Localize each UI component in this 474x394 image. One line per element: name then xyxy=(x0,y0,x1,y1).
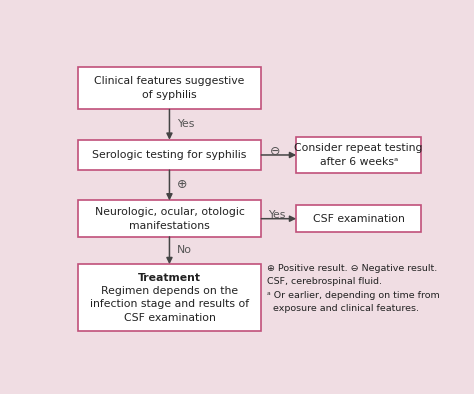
FancyBboxPatch shape xyxy=(296,137,421,173)
Text: Yes: Yes xyxy=(177,119,194,129)
FancyBboxPatch shape xyxy=(78,201,261,237)
FancyBboxPatch shape xyxy=(78,140,261,170)
Text: Regimen depends on the: Regimen depends on the xyxy=(101,286,238,296)
FancyBboxPatch shape xyxy=(78,264,261,331)
Text: Serologic testing for syphilis: Serologic testing for syphilis xyxy=(92,150,246,160)
Text: ⊖: ⊖ xyxy=(270,145,280,158)
Text: Clinical features suggestive
of syphilis: Clinical features suggestive of syphilis xyxy=(94,76,245,100)
Text: infection stage and results of: infection stage and results of xyxy=(90,299,249,309)
Text: Consider repeat testing
after 6 weeksᵃ: Consider repeat testing after 6 weeksᵃ xyxy=(294,143,423,167)
FancyBboxPatch shape xyxy=(78,67,261,110)
Text: CSF examination: CSF examination xyxy=(313,214,405,224)
Text: Yes: Yes xyxy=(268,210,285,220)
Text: Treatment: Treatment xyxy=(138,273,201,282)
FancyBboxPatch shape xyxy=(296,205,421,232)
Text: No: No xyxy=(177,245,192,255)
Text: ⊕ Positive result. ⊖ Negative result.
CSF, cerebrospinal fluid.
ᵃ Or earlier, de: ⊕ Positive result. ⊖ Negative result. CS… xyxy=(267,264,439,313)
Text: CSF examination: CSF examination xyxy=(124,312,215,323)
Text: ⊕: ⊕ xyxy=(177,178,187,191)
Text: Neurologic, ocular, otologic
manifestations: Neurologic, ocular, otologic manifestati… xyxy=(94,207,245,231)
